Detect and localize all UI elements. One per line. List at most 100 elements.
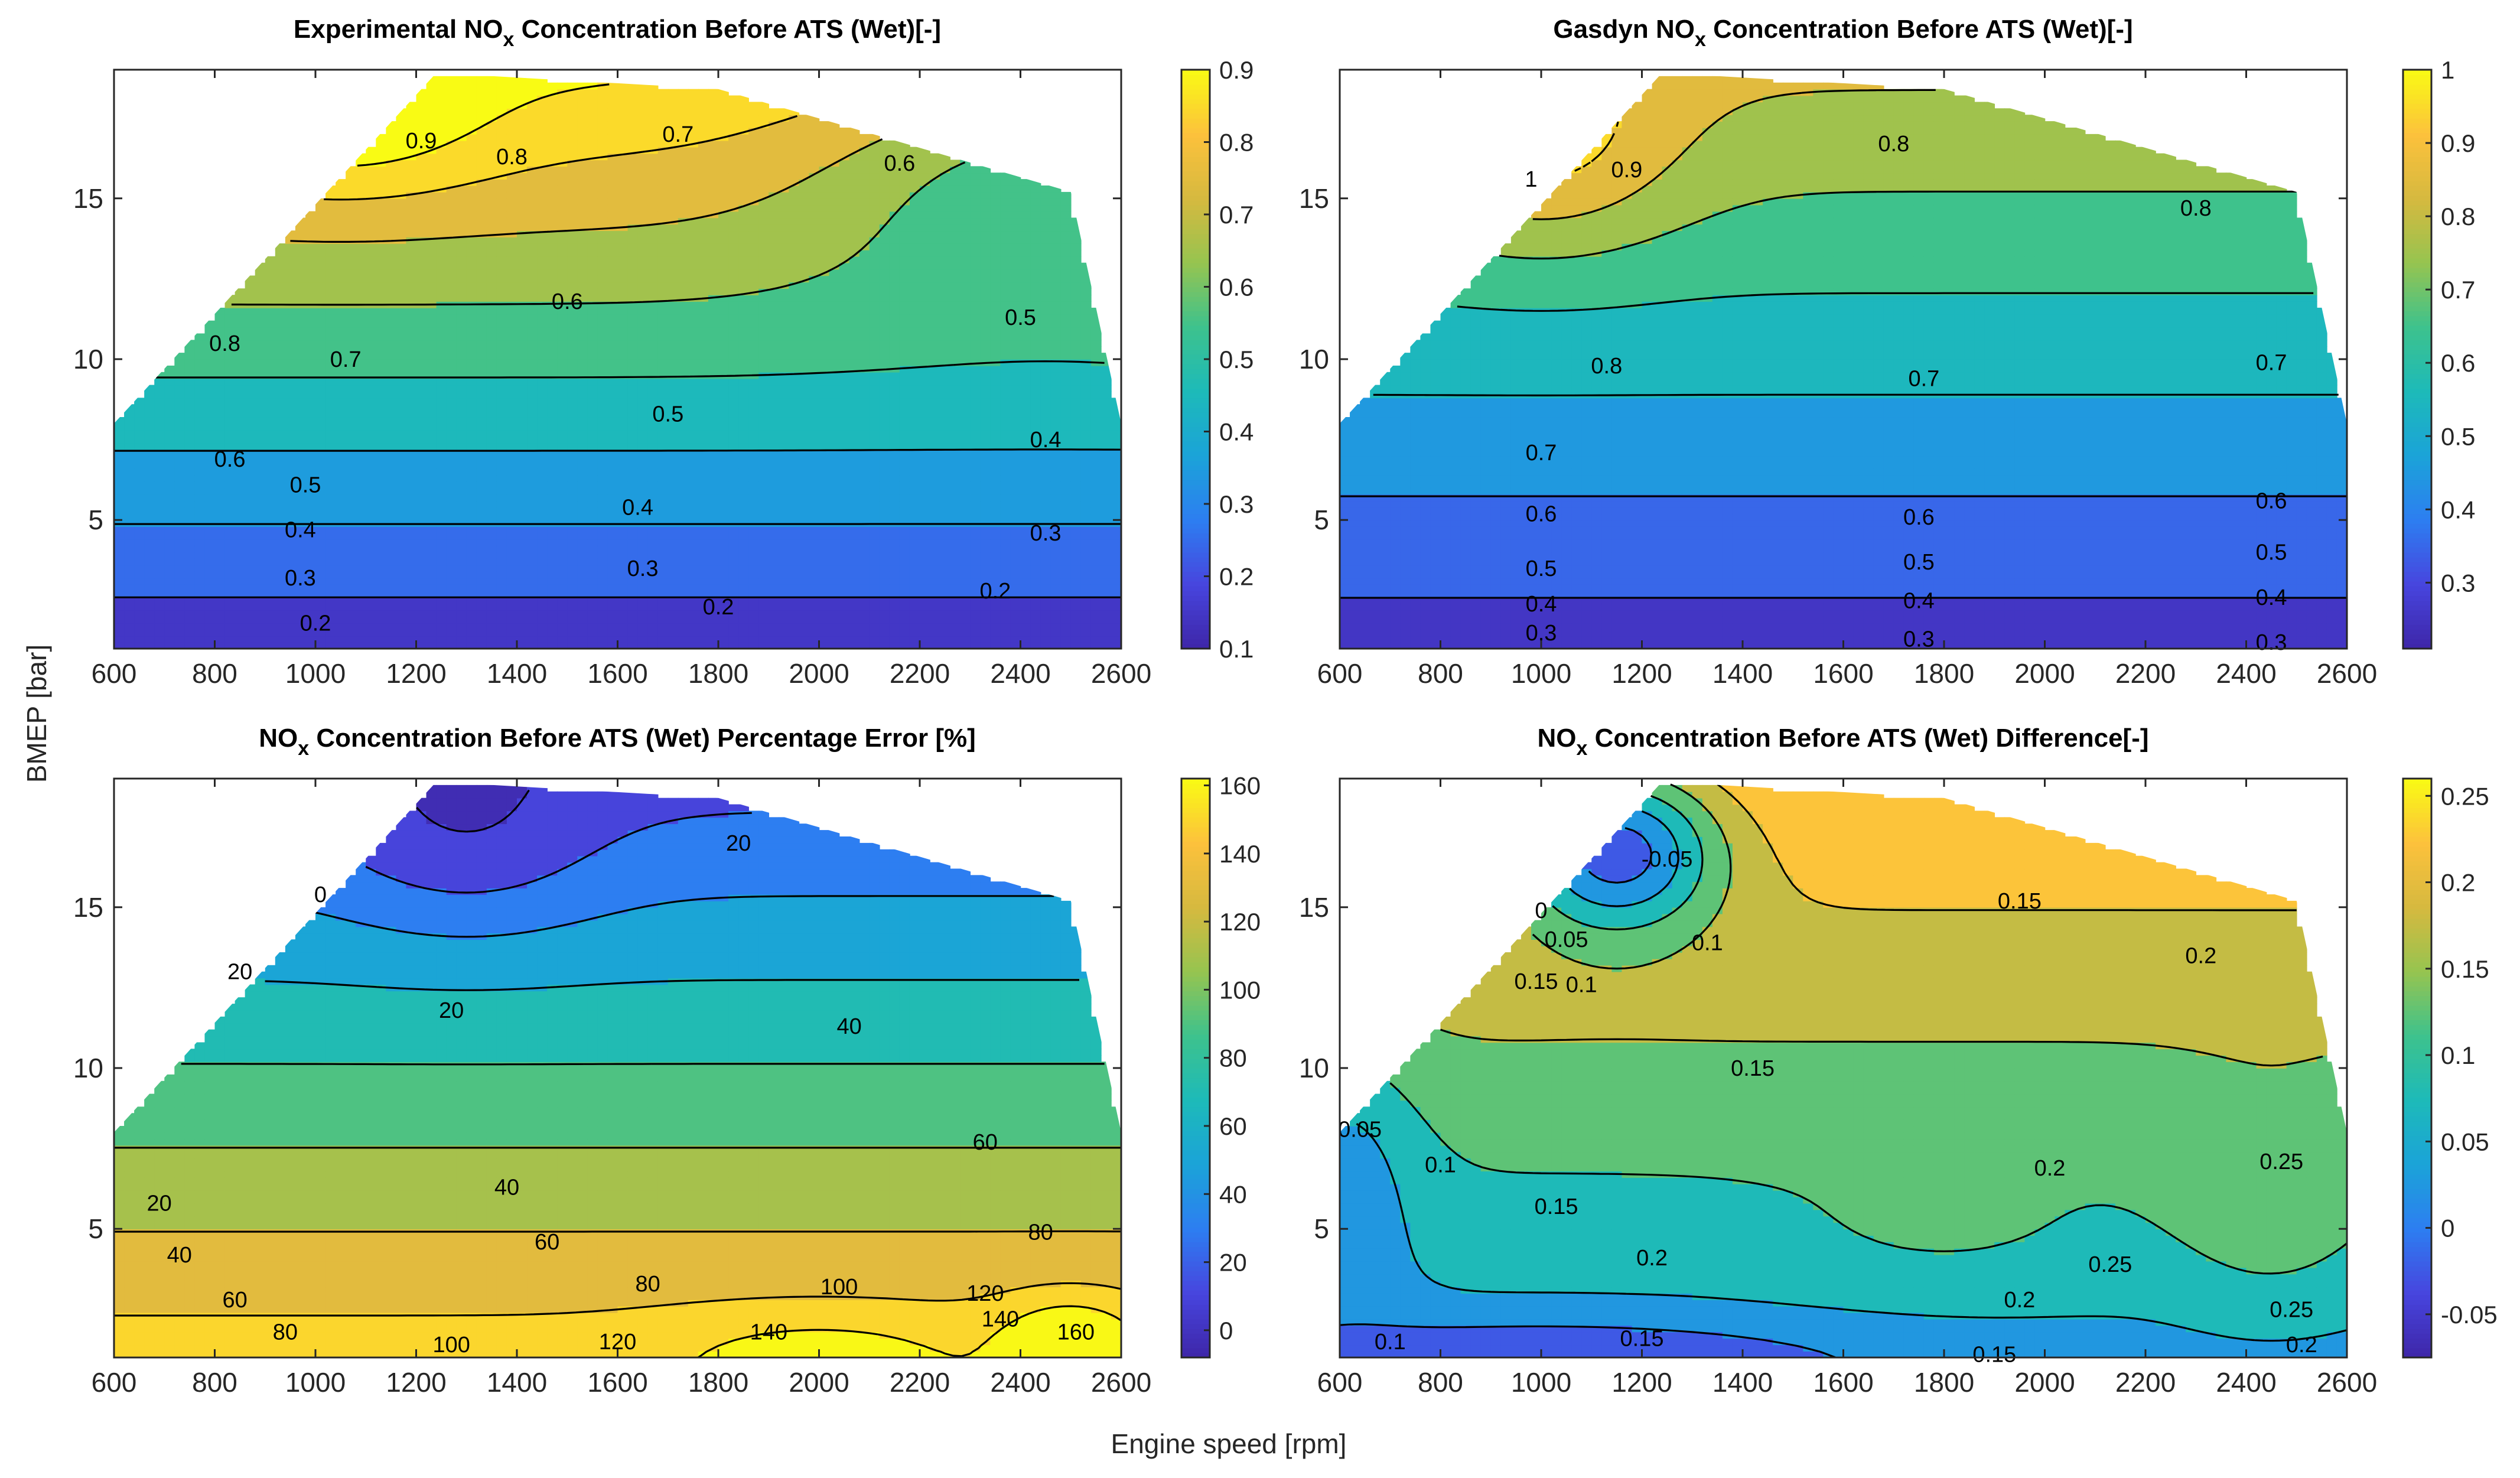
- contour-cell: [476, 262, 487, 270]
- contour-cell: [204, 616, 216, 624]
- contour-cell: [164, 372, 175, 379]
- contour-cell: [537, 262, 548, 270]
- contour-cell: [275, 249, 286, 257]
- contour-cell: [376, 288, 387, 295]
- contour-cell: [607, 211, 618, 219]
- contour-cell: [577, 623, 588, 630]
- contour-cell: [325, 411, 336, 418]
- contour-cell: [557, 507, 568, 515]
- contour-cell: [607, 610, 618, 617]
- contour-cell: [255, 429, 266, 437]
- contour-cell: [748, 140, 759, 148]
- contour-cell: [295, 487, 306, 495]
- contour-cell: [587, 565, 598, 572]
- contour-cell: [204, 642, 216, 649]
- contour-cell: [708, 385, 719, 392]
- contour-cell: [144, 455, 155, 463]
- contour-cell: [255, 578, 266, 585]
- contour-cell: [748, 533, 759, 540]
- contour-cell: [214, 475, 226, 482]
- contour-cell: [346, 398, 356, 405]
- contour-cell: [184, 475, 196, 482]
- contour-cell: [376, 429, 387, 437]
- contour-cell: [376, 507, 387, 515]
- contour-cell: [547, 481, 558, 489]
- contour-cell: [144, 610, 155, 617]
- contour-cell: [466, 558, 477, 566]
- contour-cell: [617, 249, 629, 257]
- contour-cell: [386, 417, 397, 424]
- contour-cell: [728, 333, 739, 341]
- contour-cell: [466, 455, 477, 463]
- contour-cell: [517, 552, 528, 559]
- contour-cell: [325, 449, 336, 457]
- contour-cell: [315, 269, 326, 276]
- contour-cell: [466, 442, 477, 450]
- contour-cell: [366, 603, 377, 611]
- contour-cell: [285, 327, 296, 334]
- contour-cell: [275, 307, 286, 315]
- contour-cell: [587, 301, 598, 308]
- contour-cell: [708, 442, 719, 450]
- contour-cell: [587, 597, 598, 604]
- contour-cell: [506, 269, 517, 276]
- contour-cell: [456, 275, 467, 283]
- contour-cell: [627, 217, 639, 225]
- contour-cell: [285, 346, 296, 353]
- contour-cell: [728, 243, 739, 250]
- contour-cell: [728, 282, 739, 289]
- contour-cell: [265, 282, 276, 289]
- contour-cell: [688, 95, 699, 103]
- contour-cell: [356, 333, 367, 341]
- contour-cell: [406, 269, 417, 276]
- contour-cell: [366, 398, 377, 405]
- contour-cell: [386, 249, 397, 257]
- contour-cell: [597, 134, 608, 141]
- contour-cell: [688, 217, 699, 225]
- contour-cell: [637, 507, 649, 515]
- contour-cell: [456, 159, 467, 167]
- contour-cell: [184, 494, 196, 502]
- contour-cell: [476, 333, 487, 341]
- contour-cell: [769, 616, 780, 624]
- contour-cell: [769, 243, 780, 250]
- contour-cell: [426, 121, 437, 128]
- contour-cell: [366, 636, 377, 643]
- contour-cell: [496, 147, 507, 154]
- contour-cell: [527, 307, 538, 315]
- contour-cell: [537, 468, 548, 476]
- contour-cell: [607, 629, 618, 637]
- contour-cell: [769, 359, 780, 366]
- contour-cell: [114, 507, 125, 515]
- contour-cell: [647, 610, 659, 617]
- contour-cell: [245, 282, 256, 289]
- contour-cell: [325, 353, 336, 360]
- contour-cell: [657, 539, 669, 546]
- contour-cell: [738, 217, 749, 225]
- contour-cell: [668, 140, 679, 148]
- contour-cell: [144, 462, 155, 469]
- contour-cell: [738, 121, 749, 128]
- contour-cell: [758, 571, 770, 579]
- contour-cell: [436, 468, 447, 476]
- contour-cell: [204, 629, 216, 637]
- contour-cell: [174, 391, 185, 399]
- contour-cell: [597, 616, 608, 624]
- contour-cell: [426, 82, 437, 90]
- contour-cell: [567, 307, 578, 315]
- contour-cell: [416, 282, 427, 289]
- contour-cell: [114, 552, 125, 559]
- contour-cell: [587, 578, 598, 585]
- contour-cell: [124, 526, 135, 533]
- contour-cell: [668, 391, 679, 399]
- contour-cell: [769, 198, 780, 206]
- contour-cell: [426, 591, 437, 598]
- contour-cell: [446, 391, 457, 399]
- contour-cell: [537, 539, 548, 546]
- contour-cell: [567, 262, 578, 270]
- contour-cell: [718, 597, 729, 604]
- contour-cell: [728, 591, 739, 598]
- contour-cell: [144, 597, 155, 604]
- contour-cell: [748, 230, 759, 237]
- contour-cell: [637, 584, 649, 591]
